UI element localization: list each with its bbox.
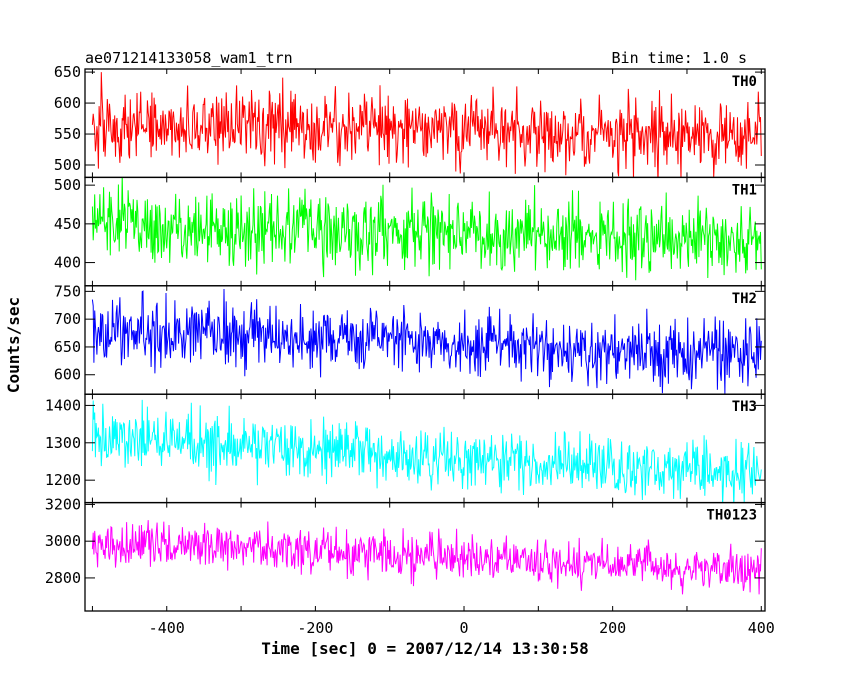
- series-line-th1: [91, 177, 762, 281]
- x-tick-label: -400: [149, 619, 185, 637]
- panel-label-th3: TH3: [732, 399, 757, 415]
- x-tick-label: -200: [297, 619, 333, 637]
- bin-time-label: Bin time: 1.0 s: [612, 49, 747, 67]
- y-axis-title: Counts/sec: [4, 297, 23, 393]
- series-line-th0: [91, 72, 762, 178]
- panel-th0123: 2800 3000 3200 TH0123: [45, 495, 766, 612]
- y-tick-label: 1400: [45, 396, 81, 414]
- y-tick-label: 3200: [45, 495, 81, 513]
- series-line-th3: [91, 399, 762, 503]
- y-tick-label: 400: [54, 254, 81, 272]
- panel-frame: [84, 176, 766, 287]
- x-tick-label: 0: [460, 619, 469, 637]
- panels: 500 550 600 650 TH0 400 450 500 TH1 600 650 700 750 T…: [45, 63, 766, 612]
- y-tick-label: 1200: [45, 471, 81, 489]
- y-tick-label: 2800: [45, 569, 81, 587]
- series-line-th0123: [91, 520, 762, 595]
- y-tick-label: 3000: [45, 532, 81, 550]
- y-tick-label: 550: [54, 125, 81, 143]
- x-tick-label: 200: [599, 619, 626, 637]
- panel-frame: [84, 501, 766, 612]
- panel-label-th2: TH2: [732, 291, 757, 307]
- y-tick-label: 700: [54, 310, 81, 328]
- x-tick-label: 400: [748, 619, 775, 637]
- panel-th3: 1200 1300 1400 TH3: [45, 393, 766, 504]
- x-axis-title: Time [sec] 0 = 2007/12/14 13:30:58: [261, 639, 589, 658]
- y-tick-label: 1300: [45, 434, 81, 452]
- panel-th0: 500 550 600 650 TH0: [54, 63, 766, 179]
- panel-th1: 400 450 500 TH1: [54, 176, 766, 287]
- x-axis: -400 -200 0 200 400: [149, 619, 775, 637]
- y-tick-label: 650: [54, 338, 81, 356]
- y-tick-label: 600: [54, 366, 81, 384]
- chart-title: ae071214133058_wam1_trn: [85, 49, 293, 67]
- y-tick-label: 500: [54, 176, 81, 194]
- y-tick-label: 600: [54, 94, 81, 112]
- panel-label-th0: TH0: [732, 74, 757, 90]
- y-tick-label: 650: [54, 63, 81, 81]
- y-tick-label: 750: [54, 282, 81, 300]
- series-line-th2: [91, 288, 762, 394]
- y-tick-label: 500: [54, 156, 81, 174]
- panel-label-th1: TH1: [732, 182, 757, 198]
- y-tick-label: 450: [54, 215, 81, 233]
- panel-label-th0123: TH0123: [706, 508, 757, 524]
- panel-th2: 600 650 700 750 TH2: [54, 282, 766, 395]
